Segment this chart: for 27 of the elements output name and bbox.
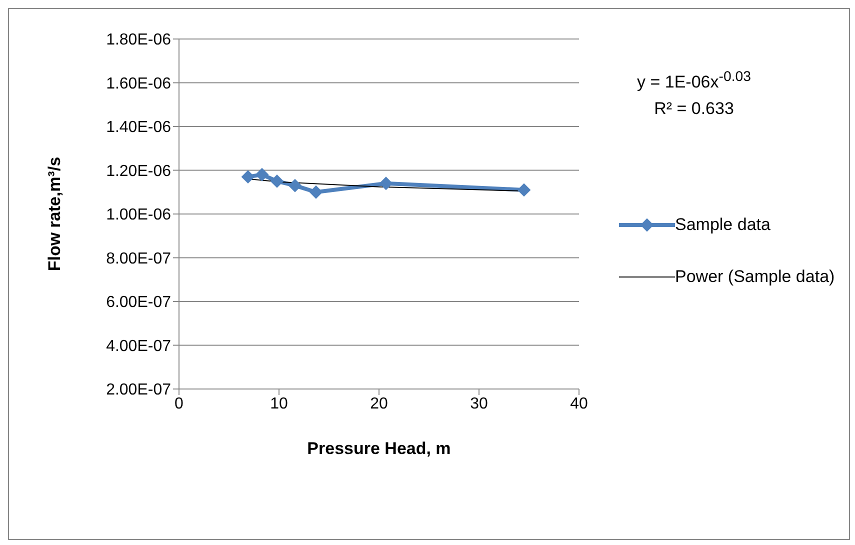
y-tick-label: 2.00E-07 <box>106 382 172 399</box>
y-tick-label: 6.00E-07 <box>106 294 172 312</box>
y-tick-label: 1.00E-06 <box>106 206 172 224</box>
y-tick-label: 1.60E-06 <box>106 75 172 92</box>
point <box>518 183 530 196</box>
y-tick-label: 8.00E-07 <box>106 250 172 268</box>
point <box>242 170 254 184</box>
point <box>256 168 268 182</box>
y-tick-label: 1.20E-06 <box>106 162 172 180</box>
point <box>310 186 322 199</box>
y-axis-title: Flow rate,m³/s <box>45 156 64 272</box>
x-tick-label: 30 <box>470 395 488 412</box>
x-tick-label: 0 <box>174 395 184 412</box>
x-tick-label: 20 <box>370 395 388 412</box>
y-tick-label: 1.40E-06 <box>106 119 172 136</box>
y-tick-label: 4.00E-07 <box>106 338 172 355</box>
x-tick-label: 40 <box>570 395 588 412</box>
point <box>288 179 302 192</box>
text: y = 1E-06x$^{-0.03}$ <box>636 68 752 94</box>
point <box>380 176 392 190</box>
x-tick-label: 10 <box>270 395 288 412</box>
legend-label: Power (Sample data) <box>675 266 835 288</box>
point <box>270 174 284 188</box>
text: R² = 0.633 <box>653 98 735 120</box>
legend-label: Sample data <box>675 214 770 236</box>
y-tick-label: 1.80E-06 <box>106 32 172 49</box>
x-axis-title: Pressure Head, m <box>307 439 451 458</box>
